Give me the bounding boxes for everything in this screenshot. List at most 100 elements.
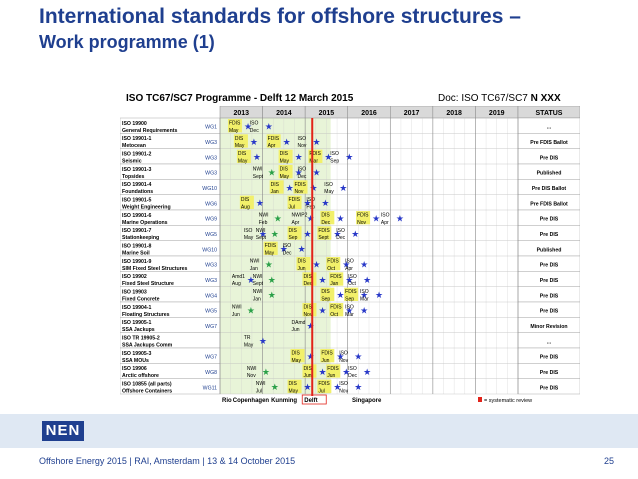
milestone-type: DIS [235, 136, 244, 142]
milestone-type: DIS [289, 228, 298, 234]
row-wg: WG3 [205, 171, 217, 177]
milestone-month: Jul [256, 388, 262, 394]
milestone-type: DIS [238, 151, 247, 157]
milestone-star: ★ [295, 152, 303, 162]
row-name: Stationkeeping [122, 235, 159, 241]
milestone-type: ISO [339, 381, 348, 387]
milestone-star: ★ [354, 351, 362, 361]
milestone-type: TR [244, 335, 251, 341]
milestone-star: ★ [250, 137, 258, 147]
ballot-period [278, 165, 293, 179]
milestone-star: ★ [310, 183, 318, 193]
year-label: 2015 [319, 110, 335, 117]
milestone-month: Nov [339, 358, 348, 364]
milestone-star: ★ [256, 198, 264, 208]
row-wg: WG3 [205, 278, 217, 284]
ballot-period [278, 149, 293, 163]
row-name: Fixed Steel Structure [122, 281, 174, 287]
milestone-type: DIS [297, 258, 306, 264]
milestone-type: NWI [253, 274, 263, 280]
ballot-period [320, 349, 335, 363]
ballot-period [326, 364, 341, 378]
milestone-type: ISO [345, 304, 354, 310]
ballot-period [233, 134, 248, 148]
milestone-star: ★ [259, 336, 267, 346]
milestone-month: May [324, 189, 334, 195]
milestone-star: ★ [268, 275, 276, 285]
row-name: Floating Structures [122, 312, 170, 318]
milestone-type: ISO [339, 350, 348, 356]
milestone-star: ★ [286, 183, 294, 193]
milestone-star: ★ [372, 213, 380, 223]
milestone-type: ISO [297, 166, 306, 172]
milestone-star: ★ [354, 382, 362, 392]
year-label: 2019 [489, 110, 505, 117]
milestone-month: May [289, 388, 299, 394]
row-name: Weight Engineering [122, 204, 171, 210]
row-status: Pre DIS Ballot [532, 186, 567, 192]
milestone-month: Sep [330, 158, 339, 164]
ballot-period [326, 257, 341, 271]
row-standard: ISO 19906 [122, 366, 147, 372]
meeting-label: Copenhagen [233, 398, 270, 404]
milestone-type: DIS [303, 304, 312, 310]
ballot-period [287, 379, 302, 393]
milestone-month: Dec [336, 235, 345, 241]
milestone-type: FDIS [330, 304, 342, 310]
milestone-star: ★ [363, 275, 371, 285]
milestone-star: ★ [307, 213, 315, 223]
milestone-month: Jun [232, 312, 240, 318]
milestone-type: DIS [241, 197, 250, 203]
milestone-month: Dec [321, 220, 330, 226]
milestone-month: May [244, 235, 254, 241]
programme-header: ISO TC67/SC7 Programme - Delft 12 March … [120, 92, 580, 106]
milestone-star: ★ [262, 367, 270, 377]
milestone-month: Sep [345, 296, 354, 302]
milestone-star: ★ [336, 290, 344, 300]
ballot-period [293, 180, 308, 194]
milestone-month: Jan [253, 296, 261, 302]
row-name: SSA Jackups Comm [122, 342, 173, 348]
milestone-star: ★ [265, 121, 273, 131]
milestone-type: NWI [250, 258, 260, 264]
milestone-type: ISO [360, 289, 369, 295]
milestone-star: ★ [396, 213, 404, 223]
milestone-star: ★ [342, 259, 350, 269]
row-name: SSA Jackups [122, 327, 155, 333]
ballot-period [263, 241, 278, 255]
row-name: Offshore Containers [122, 388, 172, 394]
row-name: SIM Fixed Steel Structures [122, 266, 188, 272]
milestone-type: NWI [256, 381, 266, 387]
milestone-month: Sept [253, 281, 264, 287]
doc-number: N XXX [530, 93, 561, 104]
programme-title: ISO TC67/SC7 Programme - Delft 12 March … [126, 93, 354, 104]
row-wg: WG10 [202, 186, 217, 192]
ballot-period [266, 134, 281, 148]
milestone-star: ★ [247, 275, 255, 285]
row-wg: WG9 [205, 217, 217, 223]
legend-swatch [478, 397, 482, 402]
milestone-star: ★ [259, 229, 267, 239]
milestone-type: FDIS [327, 366, 339, 372]
row-standard: ISO 19901-9 [122, 259, 152, 265]
milestone-type: FDIS [330, 274, 342, 280]
row-status: Pre DIS [540, 232, 559, 238]
milestone-month: Nov [303, 312, 312, 318]
milestone-month: Dec [250, 128, 259, 134]
row-standard: ISO 19901-3 [122, 167, 152, 173]
year-label: 2013 [233, 110, 249, 117]
title-line-2: Work programme (1) [39, 32, 215, 52]
milestone-type: FDIS [295, 182, 307, 188]
milestone-star: ★ [304, 229, 312, 239]
ballot-period [269, 180, 284, 194]
row-name: Metocean [122, 143, 146, 149]
row-status: Published [537, 171, 562, 177]
row-standard: ISO 19904-1 [122, 305, 152, 311]
row-wg: WG11 [203, 385, 217, 391]
milestone-month: Dec [303, 281, 312, 287]
row-wg: WG10 [202, 247, 217, 253]
milestone-month: Sep [289, 235, 298, 241]
milestone-type: DIS [289, 381, 298, 387]
year-label: 2017 [404, 110, 420, 117]
row-name: SSA MOUs [122, 358, 149, 364]
